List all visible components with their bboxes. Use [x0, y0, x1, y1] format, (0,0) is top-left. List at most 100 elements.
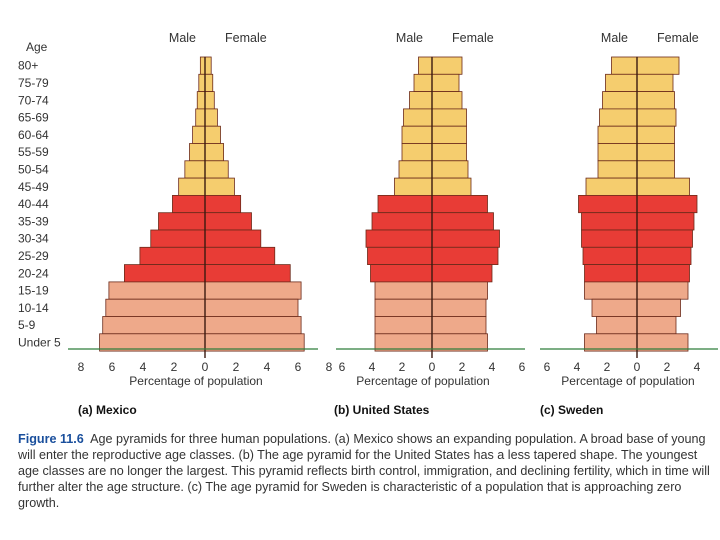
male-bar: [584, 264, 638, 283]
male-bar: [108, 281, 206, 300]
male-bar: [401, 125, 433, 144]
female-bar: [431, 125, 467, 144]
x-tick-label: 8: [326, 360, 333, 374]
male-label: Male: [169, 31, 196, 45]
female-bar: [636, 316, 677, 335]
age-class-label: 20-24: [18, 266, 49, 280]
x-tick-label: 6: [109, 360, 116, 374]
female-bar: [431, 281, 488, 300]
male-bar: [178, 177, 206, 196]
female-bar: [204, 194, 242, 214]
female-bar: [431, 264, 493, 283]
female-bar: [204, 143, 225, 162]
female-bar: [431, 91, 463, 110]
male-bar: [578, 194, 638, 214]
female-bar: [204, 91, 215, 110]
female-bar: [431, 56, 463, 75]
male-bar: [374, 298, 433, 317]
male-bar: [602, 91, 638, 110]
male-bar: [596, 316, 638, 335]
male-bar: [102, 316, 206, 335]
x-axis-label: Percentage of population: [561, 374, 694, 388]
male-bar: [413, 73, 433, 93]
female-bar: [204, 125, 221, 144]
male-bar: [584, 281, 638, 300]
male-bar: [192, 125, 206, 144]
male-bar: [418, 56, 433, 75]
x-tick-label: 6: [544, 360, 551, 374]
panel-title: (b) United States: [334, 403, 430, 417]
male-bar: [371, 212, 433, 231]
female-bar: [636, 91, 675, 110]
x-tick-label: 6: [295, 360, 302, 374]
male-bar: [374, 316, 433, 335]
male-bar: [124, 264, 206, 283]
age-class-label: 65-69: [18, 111, 49, 125]
male-bar: [597, 143, 638, 162]
figure-caption: Figure 11.6 Age pyramids for three human…: [18, 431, 716, 511]
female-bar: [431, 229, 500, 248]
x-tick-label: 4: [694, 360, 701, 374]
female-bar: [636, 281, 689, 300]
male-bar: [139, 246, 206, 266]
pyramid-panel: Male Female 6 4 2 0 2 4 6 Percentage of populatio…: [334, 31, 526, 417]
x-tick-label: 4: [140, 360, 147, 374]
male-bar: [150, 229, 206, 248]
female-bar: [204, 246, 276, 266]
male-bar: [403, 108, 433, 127]
age-class-label: 10-14: [18, 301, 49, 315]
age-axis-title: Age: [26, 40, 48, 54]
male-bar: [611, 56, 638, 75]
female-bar: [636, 229, 693, 248]
age-class-label: Under 5: [18, 335, 61, 349]
female-bar: [636, 108, 677, 127]
x-tick-label: 4: [369, 360, 376, 374]
female-label: Female: [657, 31, 699, 45]
female-bar: [431, 143, 467, 162]
x-tick-label: 6: [519, 360, 526, 374]
male-bar: [398, 160, 433, 179]
female-bar: [636, 125, 675, 144]
female-bar: [204, 56, 212, 75]
age-pyramids-figure: Age 80+ 75-79 70-74 65-69 60-64 55-59 50-54 45-4…: [18, 31, 718, 417]
female-bar: [204, 281, 302, 300]
male-bar: [599, 108, 638, 127]
age-class-label: 40-44: [18, 197, 49, 211]
female-bar: [636, 177, 690, 196]
x-tick-label: 2: [233, 360, 240, 374]
male-bar: [370, 264, 433, 283]
male-bar: [581, 212, 638, 231]
male-bar: [401, 143, 433, 162]
x-tick-label: 4: [574, 360, 581, 374]
male-bar: [367, 246, 433, 266]
male-bar: [394, 177, 433, 196]
female-bar: [204, 316, 302, 335]
male-label: Male: [601, 31, 628, 45]
male-bar: [591, 298, 638, 317]
x-tick-label: 2: [604, 360, 611, 374]
x-tick-label: 2: [664, 360, 671, 374]
age-class-label: 45-49: [18, 180, 49, 194]
x-tick-label: 2: [399, 360, 406, 374]
x-tick-label: 6: [339, 360, 346, 374]
female-bar: [636, 212, 695, 231]
x-tick-label: 4: [489, 360, 496, 374]
age-class-label: 55-59: [18, 145, 49, 159]
male-bar: [105, 298, 206, 317]
female-bar: [636, 246, 692, 266]
female-bar: [636, 160, 675, 179]
male-bar: [189, 143, 206, 162]
x-axis-label: Percentage of population: [356, 374, 489, 388]
female-bar: [204, 177, 235, 196]
female-bar: [204, 212, 252, 231]
caption-text: Age pyramids for three human populations…: [18, 432, 710, 510]
female-bar: [636, 264, 690, 283]
age-class-label: 50-54: [18, 162, 49, 176]
female-bar: [431, 177, 472, 196]
female-bar: [636, 194, 698, 214]
female-bar: [636, 56, 680, 75]
female-bar: [204, 229, 262, 248]
x-axis-label: Percentage of population: [129, 374, 262, 388]
male-bar: [172, 194, 206, 214]
